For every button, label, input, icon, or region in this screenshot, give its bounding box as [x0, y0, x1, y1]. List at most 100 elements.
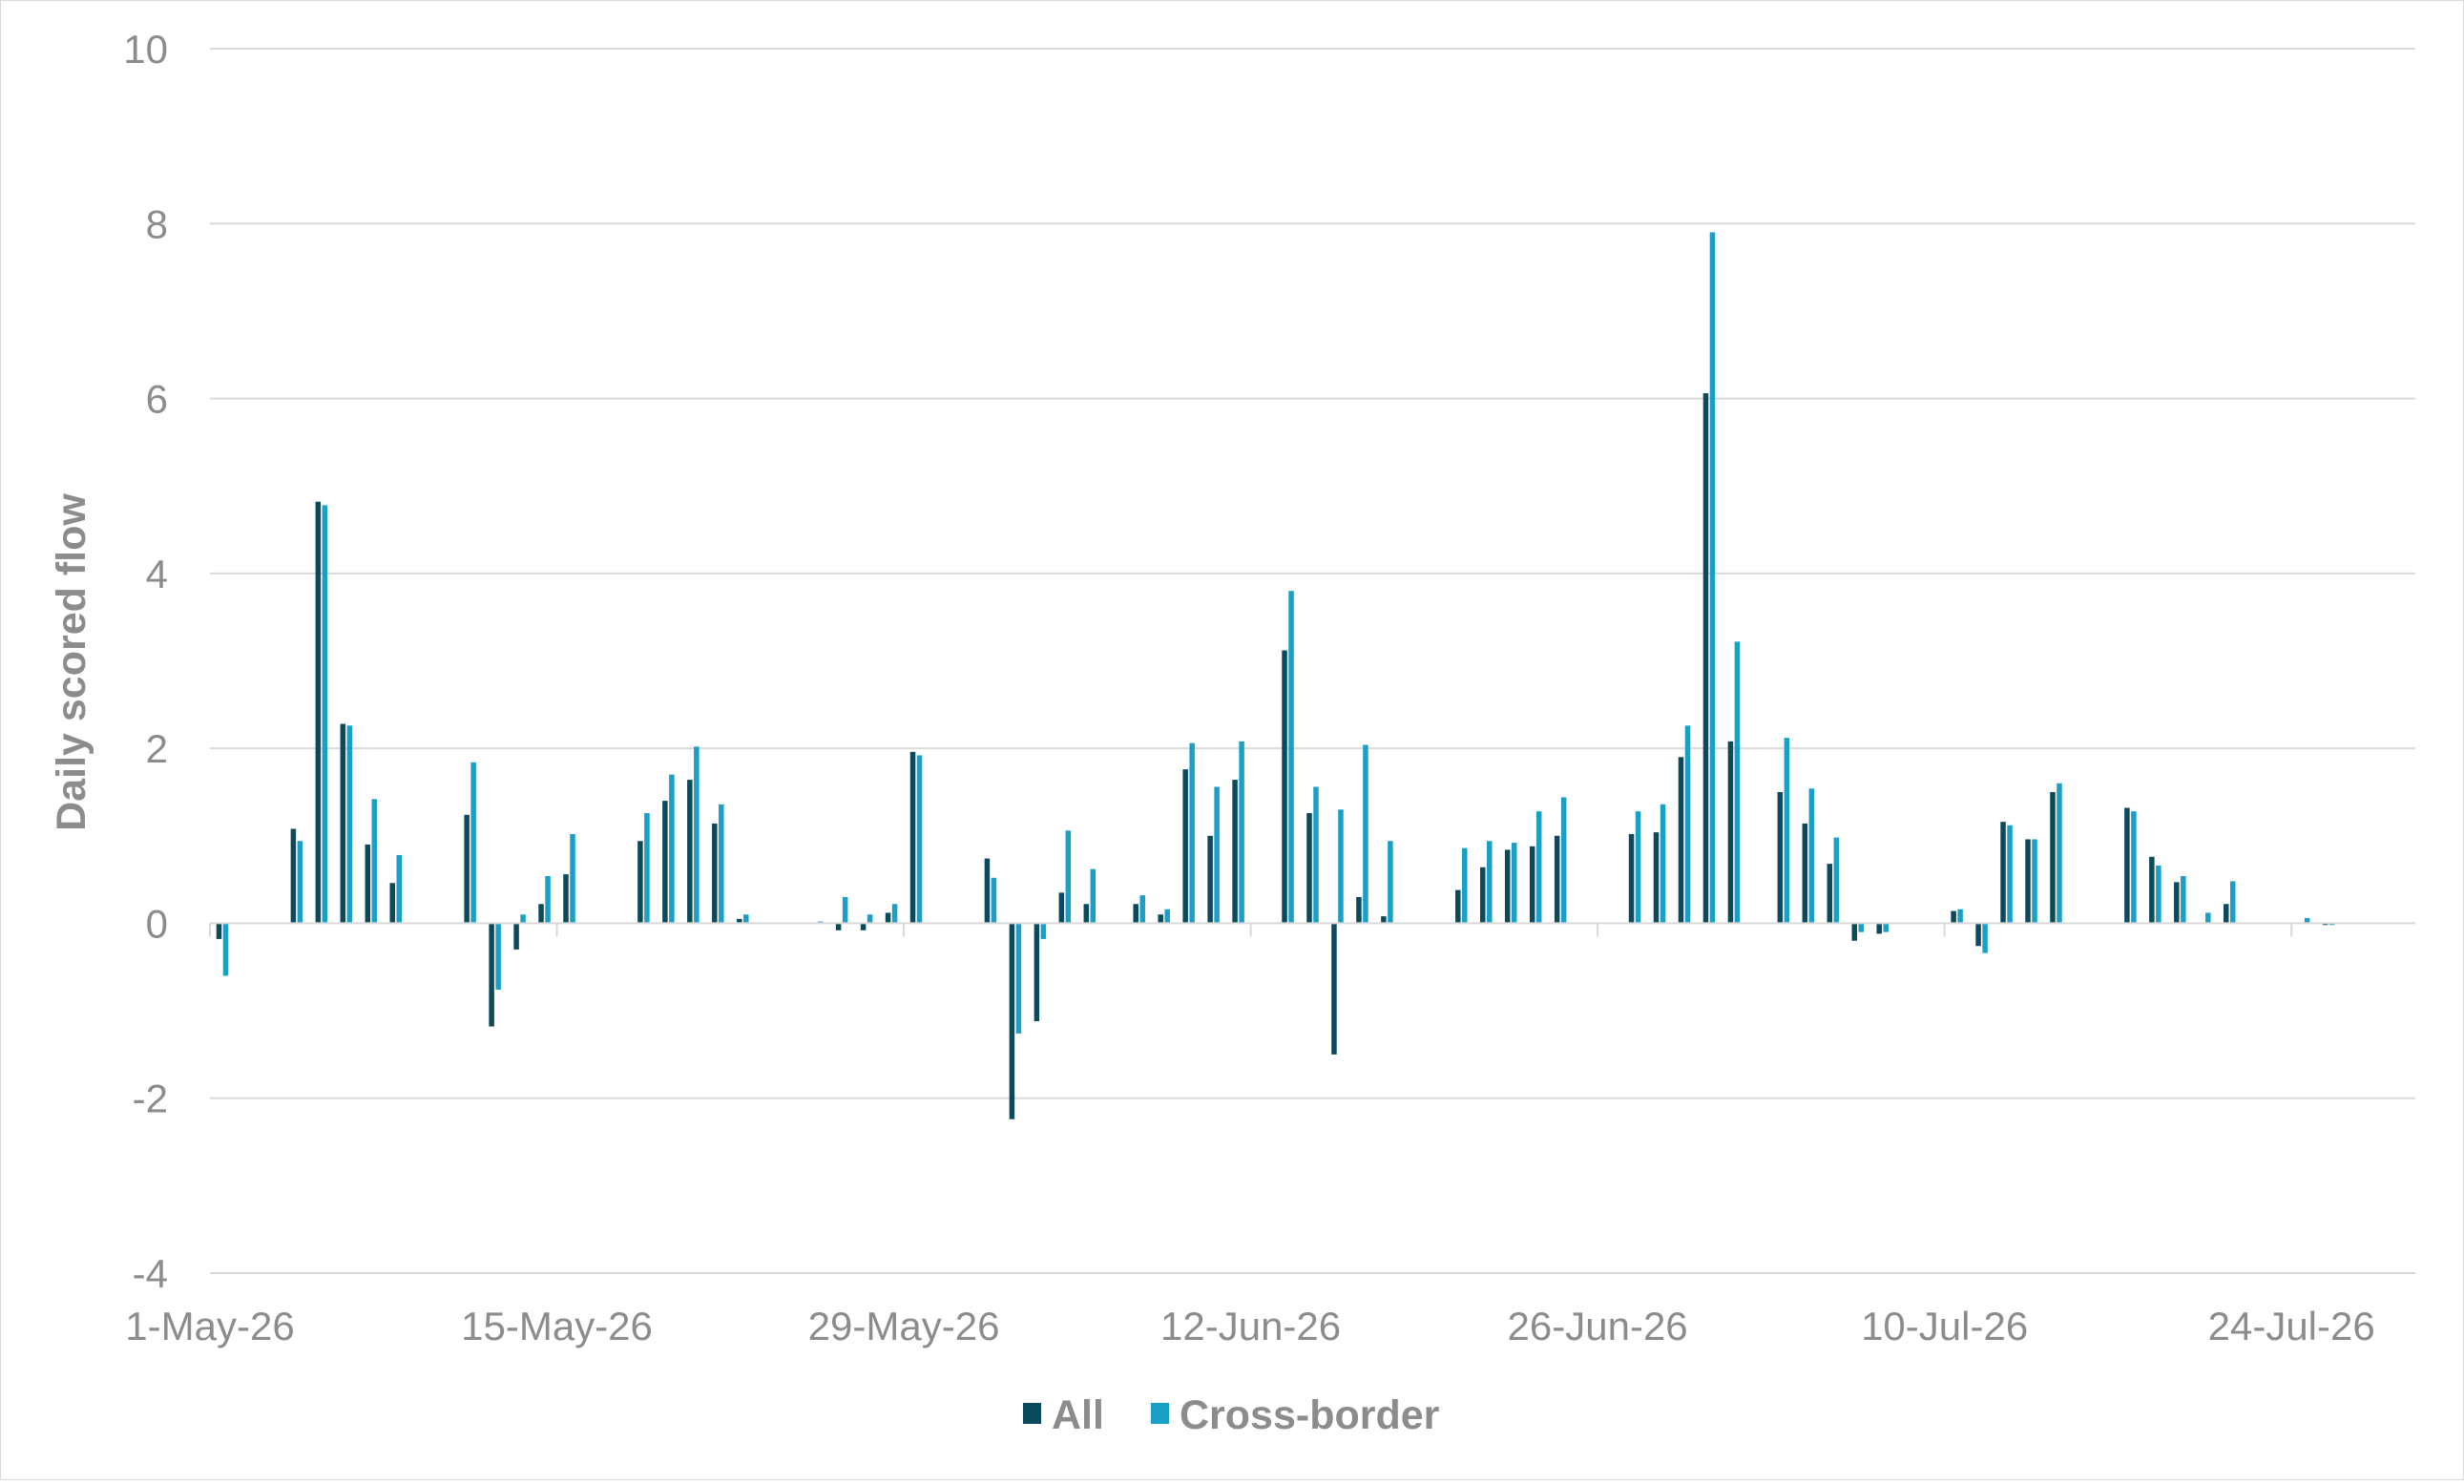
bar-cross-border: [570, 833, 575, 924]
bar-all: [1876, 923, 1882, 934]
bar-all: [389, 883, 395, 924]
bar-all: [1282, 650, 1287, 924]
x-tick-label: 1-May-26: [125, 1304, 294, 1348]
y-axis-ticks: -4 -2 0 2 4 6 8 10: [123, 27, 168, 1296]
bar-all: [1727, 741, 1734, 924]
x-tick-label: 15-May-26: [461, 1304, 653, 1348]
x-tick-label: 24-Jul-26: [2208, 1304, 2375, 1348]
bar-all: [2050, 791, 2056, 924]
bar-cross-border: [1139, 895, 1145, 924]
bar-all: [538, 904, 544, 924]
bar-all: [1827, 864, 1833, 924]
bar-cross-border: [1660, 804, 1666, 924]
bar-cross-border: [297, 841, 303, 924]
bar-cross-border: [719, 804, 724, 924]
bar-cross-border: [1858, 923, 1865, 932]
bar-cross-border: [2007, 825, 2013, 924]
bar-cross-border: [1560, 797, 1567, 924]
y-tick-label: 6: [146, 377, 168, 422]
bar-cross-border: [2131, 811, 2137, 924]
y-tick-label: 2: [146, 726, 168, 771]
bar-cross-border: [1090, 868, 1096, 924]
bar-cross-border: [743, 914, 749, 924]
bar-all: [1356, 896, 1362, 924]
bar-cross-border: [644, 812, 650, 924]
bar-cross-border: [1982, 923, 1988, 953]
bar-cross-border: [867, 914, 873, 924]
bar-all: [1628, 833, 1635, 924]
gridlines: [210, 48, 2415, 1274]
bar-cross-border: [694, 746, 700, 924]
bar-cross-border: [1511, 843, 1517, 924]
bar-cross-border: [1808, 788, 1815, 924]
legend-label-all: All: [1052, 1392, 1104, 1438]
bar-cross-border: [1239, 741, 1244, 924]
bar-cross-border: [1288, 591, 1294, 924]
bar-all: [2000, 822, 2006, 924]
bar-all: [662, 801, 668, 924]
bar-all: [1702, 393, 1709, 924]
bar-all: [637, 841, 643, 924]
bar-all: [984, 858, 991, 924]
bar-cross-border: [1635, 811, 1641, 924]
bar-all: [2174, 882, 2180, 924]
bar-all: [1009, 923, 1015, 1119]
bar-cross-border: [2230, 881, 2236, 924]
bar-cross-border: [1709, 232, 1716, 924]
x-tick-label: 29-May-26: [808, 1304, 1000, 1348]
bar-all: [365, 844, 371, 924]
bar-all: [1232, 780, 1238, 924]
x-tick-label: 10-Jul-26: [1861, 1304, 2028, 1348]
x-tick-label: 26-Jun-26: [1508, 1304, 1688, 1348]
bar-all: [513, 923, 519, 950]
bar-cross-border: [322, 505, 328, 924]
bar-cross-border: [1338, 809, 1344, 924]
bar-all: [860, 923, 867, 930]
bar-all: [2124, 807, 2130, 924]
bar-cross-border: [222, 923, 229, 976]
bar-all: [1975, 923, 1981, 947]
bar-cross-border: [1734, 641, 1741, 924]
bar-cross-border: [1957, 909, 1963, 924]
bar-all: [1504, 849, 1511, 924]
legend: All Cross-border: [1023, 1392, 1440, 1438]
bar-cross-border: [2032, 839, 2037, 924]
bar-all: [1207, 835, 1213, 924]
bar-cross-border: [1535, 811, 1542, 924]
bar-cross-border: [2156, 865, 2161, 924]
bar-cross-border: [1462, 847, 1468, 924]
bar-cross-border: [346, 725, 353, 924]
bar-cross-border: [545, 875, 551, 924]
bar-cross-border: [1784, 738, 1790, 924]
bar-cross-border: [916, 755, 923, 924]
bar-all: [315, 501, 322, 924]
legend-swatch-all: [1023, 1403, 1041, 1424]
bar-cross-border: [1883, 923, 1889, 932]
bar-all: [1653, 832, 1660, 924]
bar-all: [489, 923, 494, 1027]
bar-cross-border: [1015, 923, 1022, 1034]
bar-cross-border: [371, 799, 378, 924]
bar-all: [2025, 839, 2031, 924]
y-tick-label: 10: [123, 27, 168, 72]
y-axis-label: Daily scored flow: [49, 493, 94, 831]
bar-cross-border: [470, 762, 476, 924]
bar-all: [1455, 889, 1461, 924]
bar-cross-border: [2205, 912, 2211, 924]
bar-cross-border: [1040, 923, 1047, 939]
bar-cross-border: [2304, 917, 2310, 924]
bar-cross-border: [1487, 841, 1493, 924]
bar-all: [687, 780, 693, 924]
bar-all: [885, 912, 891, 924]
bar-all: [1554, 835, 1560, 924]
bar-cross-border: [396, 854, 402, 924]
bar-all: [2224, 904, 2229, 924]
bar-cross-border: [1684, 725, 1691, 924]
bar-all: [1529, 846, 1535, 924]
bar-all: [464, 814, 470, 924]
bar-all: [1158, 914, 1163, 924]
bar-all: [1951, 910, 1956, 924]
x-axis-ticks: 1-May-26 15-May-26 29-May-26 12-Jun-26 26-Ju…: [125, 923, 2375, 1348]
bar-cross-border: [495, 923, 501, 991]
